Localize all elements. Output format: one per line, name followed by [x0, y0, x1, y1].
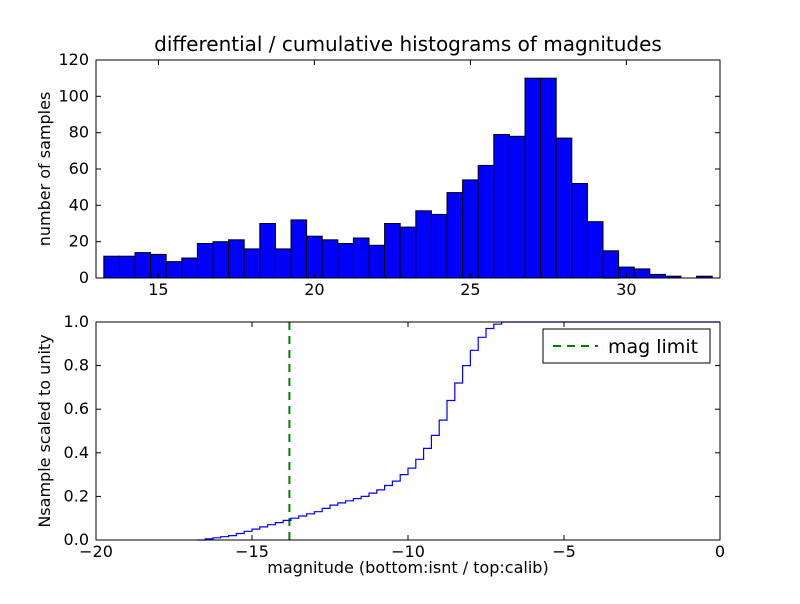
x-tick-label: −15	[235, 542, 269, 561]
x-tick-label: 25	[460, 280, 480, 299]
y-tick-label: 1.0	[64, 312, 89, 331]
histogram-bar	[321, 239, 339, 279]
y-tick-label: 0.6	[64, 399, 89, 418]
cumulative-step-line	[197, 321, 720, 541]
histogram-bar	[649, 273, 666, 279]
y-tick-label: 120	[58, 50, 89, 69]
x-axis-label: magnitude (bottom:isnt / top:calib)	[267, 558, 548, 577]
y-tick-label: 0.8	[64, 356, 89, 375]
bottom-y-axis-label: Nsample scaled to unity	[35, 334, 54, 527]
histogram-bar	[462, 179, 479, 279]
histogram-bar	[290, 219, 308, 279]
histogram-bar	[134, 252, 152, 279]
histogram-bar	[633, 268, 651, 279]
top-y-axis-label: number of samples	[35, 92, 54, 247]
histogram-bar	[165, 261, 183, 279]
x-tick-label: 20	[304, 280, 324, 299]
y-tick-label: 100	[58, 86, 89, 105]
x-tick-label: −5	[552, 542, 576, 561]
histogram-bar	[430, 213, 448, 279]
histogram-bar	[493, 134, 510, 279]
y-tick-label: 0.2	[64, 486, 89, 505]
histogram-bar	[196, 243, 214, 279]
y-tick-label: 80	[69, 123, 89, 142]
histogram-bar	[384, 223, 401, 279]
histogram-bar	[103, 255, 120, 279]
histogram-bar	[586, 221, 604, 279]
bottom-axes-frame: −20 −15 −10 −5 0 0.0 0.2 0.4 0.6 0.8 1.0	[64, 312, 726, 561]
histogram-bar	[259, 223, 276, 279]
x-tick-label: 15	[148, 280, 168, 299]
histogram-bar	[399, 226, 417, 279]
legend-label: mag limit	[608, 336, 698, 358]
histogram-bar	[415, 210, 432, 279]
histogram-bar	[228, 239, 245, 279]
plots-layer: 15 20 25 30 0 20 40 60 80 100 120 −20 −15 −10 −5 0 0.0 0.…	[58, 50, 725, 561]
histogram-bar	[368, 244, 386, 279]
y-tick-label: 0.4	[64, 443, 89, 462]
histogram-bar	[446, 192, 464, 279]
histogram-bar	[508, 135, 526, 279]
histogram-bar	[477, 164, 495, 279]
y-tick-label: 60	[69, 159, 89, 178]
chart-title: differential / cumulative histograms of …	[154, 32, 662, 56]
histogram-bar	[181, 257, 198, 279]
y-tick-label: 0	[79, 268, 89, 287]
histogram-bar	[555, 137, 573, 279]
bottom-subplot	[197, 321, 720, 541]
histogram-bar	[212, 241, 230, 279]
x-tick-label: −10	[391, 542, 425, 561]
histogram-bar	[243, 248, 261, 279]
histogram-bar	[337, 243, 354, 279]
top-subplot	[103, 77, 713, 279]
histogram-bar	[571, 183, 588, 279]
top-axes-frame: 15 20 25 30 0 20 40 60 80 100 120	[58, 50, 721, 299]
legend: mag limit	[542, 328, 711, 364]
x-tick-label: 30	[616, 280, 636, 299]
histogram-bar	[540, 77, 557, 279]
histogram-bar	[274, 248, 292, 279]
y-tick-label: 20	[69, 232, 89, 251]
histogram-bar	[524, 77, 542, 279]
y-tick-label: 40	[69, 195, 89, 214]
histogram-bar	[602, 250, 620, 279]
x-tick-label: −20	[79, 542, 113, 561]
histogram-bar	[306, 235, 323, 279]
x-tick-label: 0	[715, 542, 725, 561]
histogram-bar	[352, 237, 370, 279]
histogram-bar	[118, 255, 136, 279]
y-tick-label: 0.0	[64, 530, 89, 549]
